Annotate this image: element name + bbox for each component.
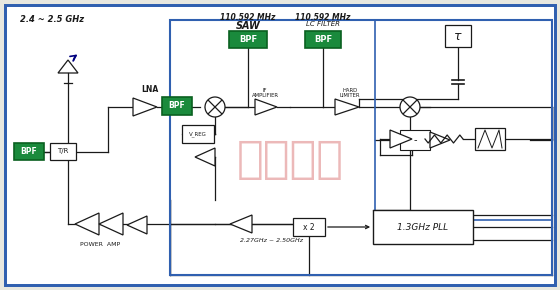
Bar (293, 218, 325, 236)
Polygon shape (255, 99, 277, 115)
Text: BPF: BPF (169, 102, 185, 110)
Text: 1.3GHz PLL: 1.3GHz PLL (398, 222, 449, 231)
Bar (305, 31, 341, 48)
Polygon shape (99, 213, 123, 235)
Text: -: - (413, 135, 417, 145)
Polygon shape (390, 130, 412, 148)
Bar (400, 130, 430, 150)
Bar (475, 128, 505, 150)
Polygon shape (335, 99, 359, 115)
Text: BPF: BPF (21, 147, 38, 156)
Bar (445, 25, 471, 47)
Text: τ: τ (454, 30, 462, 43)
Bar (375, 20, 552, 220)
Text: 2.4 ~ 2.5 GHz: 2.4 ~ 2.5 GHz (20, 15, 84, 24)
Polygon shape (75, 213, 99, 235)
Bar (170, 20, 552, 275)
Text: 110.592 MHz: 110.592 MHz (295, 13, 351, 22)
Bar (14, 143, 44, 160)
Polygon shape (127, 216, 147, 234)
Circle shape (400, 97, 420, 117)
Text: IF
AMPLIFIER: IF AMPLIFIER (251, 88, 278, 98)
Text: POWER  AMP: POWER AMP (80, 242, 120, 246)
Bar (162, 97, 192, 115)
Text: BPF: BPF (239, 35, 257, 44)
Text: x 2: x 2 (303, 222, 315, 231)
Text: 110.592 MHz: 110.592 MHz (220, 13, 276, 22)
Polygon shape (230, 215, 252, 233)
Text: LC FILTER: LC FILTER (306, 21, 340, 27)
Text: 康比电子: 康比电子 (236, 139, 343, 182)
Circle shape (205, 97, 225, 117)
Text: 2.27GHz ~ 2.50GHz: 2.27GHz ~ 2.50GHz (240, 238, 304, 242)
Text: SAW: SAW (236, 21, 260, 31)
Text: T/R: T/R (57, 148, 69, 155)
Text: LNA: LNA (141, 86, 158, 95)
Bar (50, 143, 76, 160)
Polygon shape (133, 98, 157, 116)
Text: V_REG: V_REG (189, 131, 207, 137)
Bar (373, 210, 473, 244)
Polygon shape (195, 148, 215, 166)
Text: HARD
LIMITER: HARD LIMITER (340, 88, 360, 98)
Text: BPF: BPF (314, 35, 332, 44)
Polygon shape (430, 132, 450, 148)
Bar (182, 125, 214, 143)
Bar (229, 31, 267, 48)
